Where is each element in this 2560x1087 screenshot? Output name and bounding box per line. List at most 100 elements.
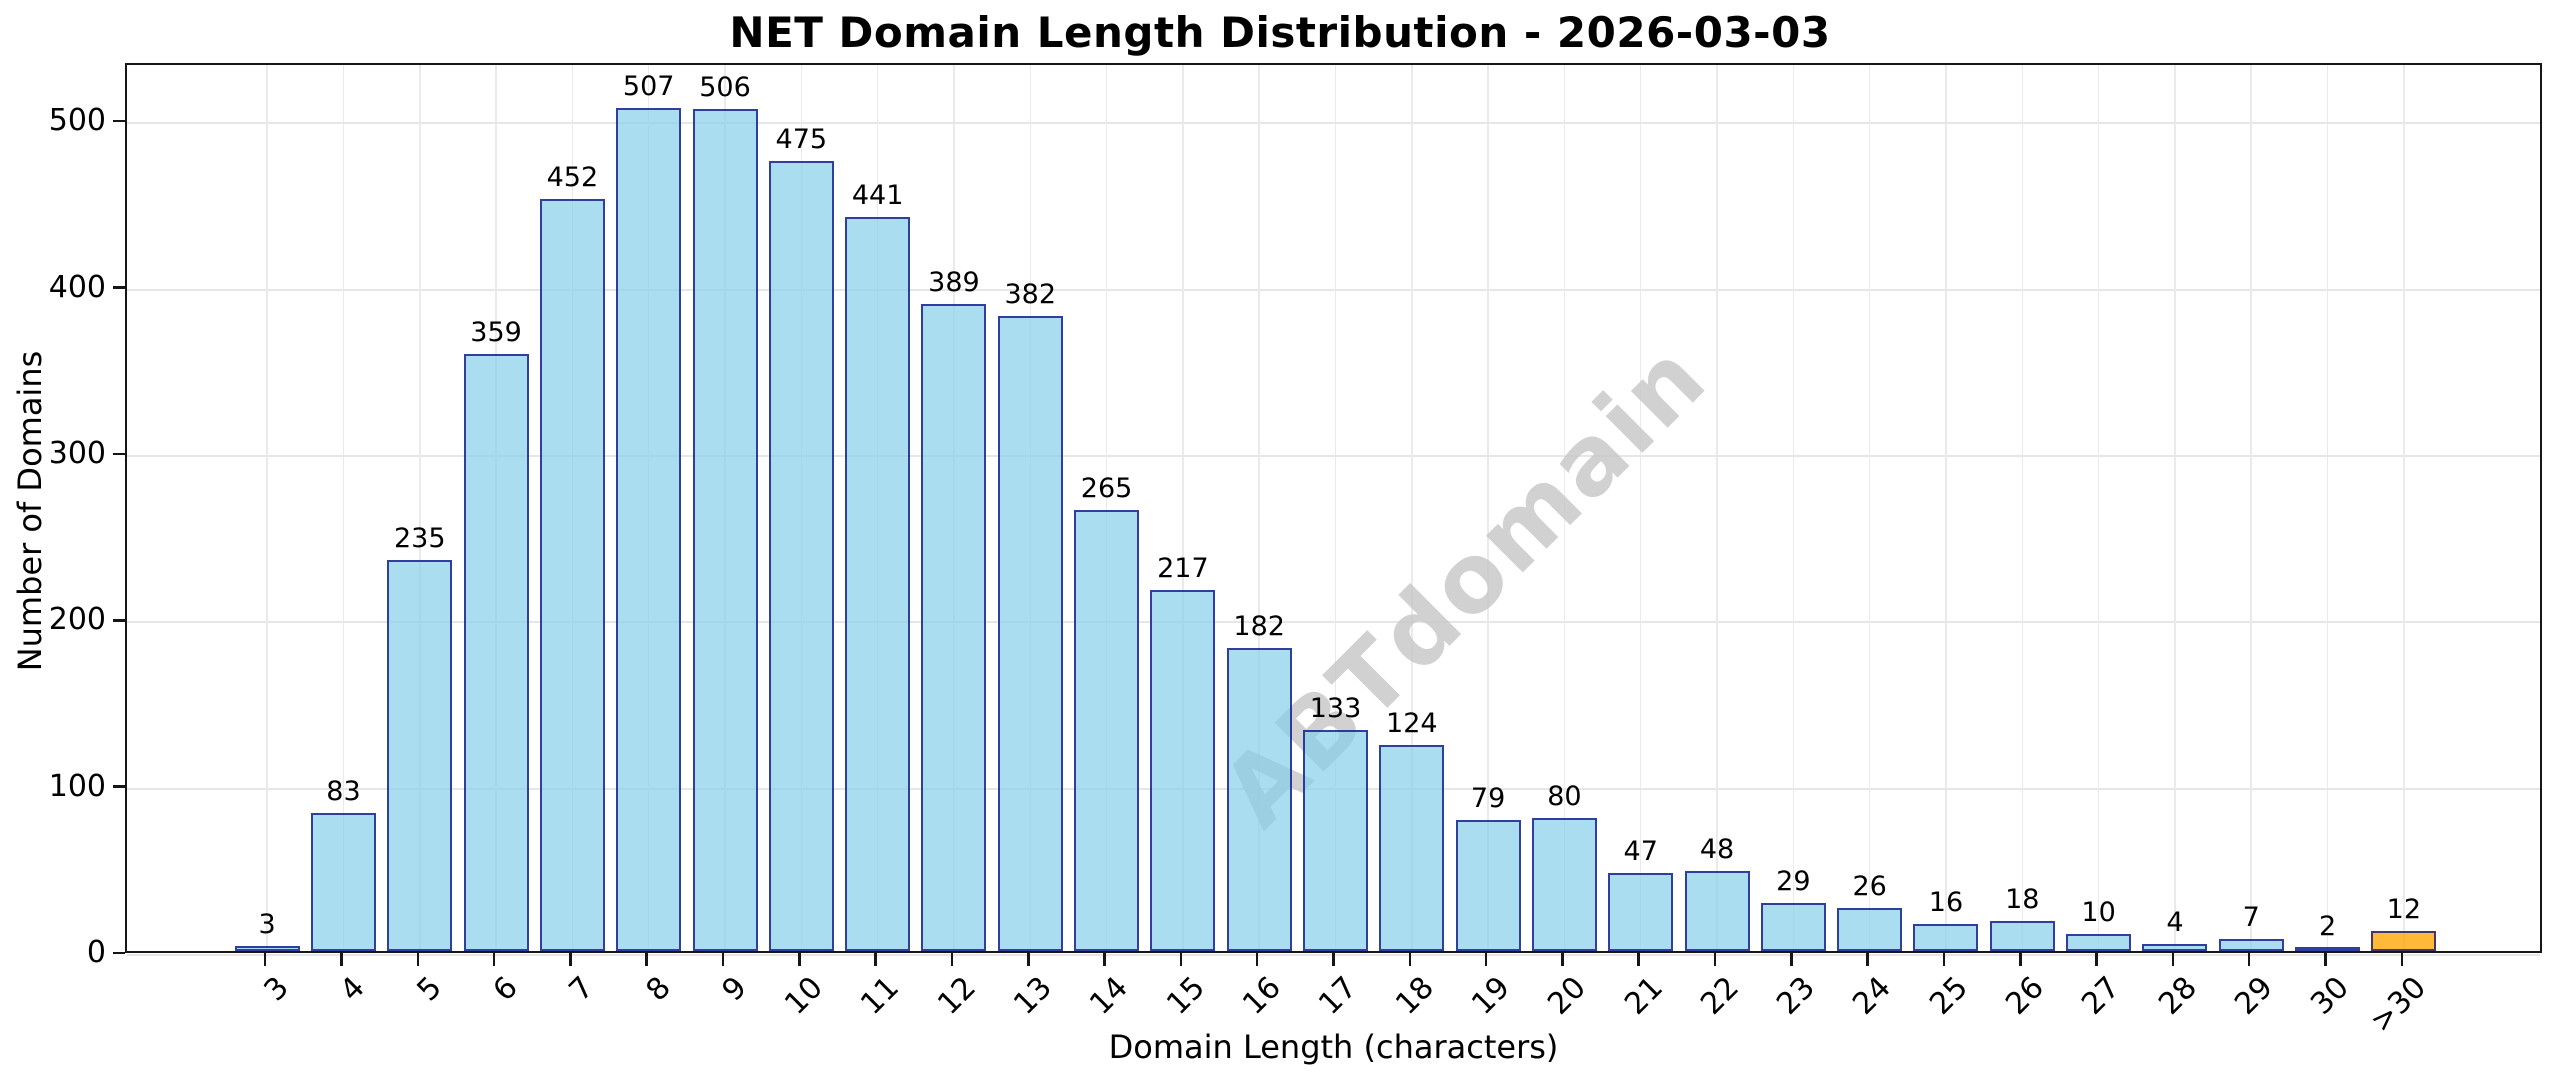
y-tick-label: 100 bbox=[48, 768, 106, 804]
bar-value-label: 16 bbox=[1928, 887, 1964, 919]
h-gridline bbox=[127, 122, 2540, 125]
x-tick-label: 17 bbox=[1312, 970, 1365, 1022]
x-tick-mark bbox=[1332, 953, 1335, 966]
x-tick-mark bbox=[2171, 953, 2175, 966]
bar-value-label: 83 bbox=[326, 775, 361, 807]
bar-value-label: 48 bbox=[1699, 834, 1735, 866]
v-gridline bbox=[2326, 65, 2329, 951]
bar-value-label: 506 bbox=[699, 72, 751, 104]
bar-value-label: 182 bbox=[1233, 611, 1285, 643]
bars-layer: 3 83 235 359 452 507 506 475 441 389 382 265 217 182 1… bbox=[127, 65, 2540, 951]
x-tick-mark bbox=[2095, 953, 2098, 966]
v-gridline bbox=[342, 65, 345, 951]
bar-value-label: 133 bbox=[1309, 692, 1362, 724]
bar bbox=[1455, 819, 1521, 951]
x-tick-mark bbox=[340, 953, 343, 966]
bar bbox=[2371, 931, 2437, 951]
v-gridline bbox=[1258, 65, 1260, 951]
x-tick-mark bbox=[569, 953, 572, 966]
v-gridline bbox=[1563, 65, 1566, 951]
bar-value-label: 235 bbox=[393, 523, 446, 555]
bar bbox=[1760, 902, 1826, 951]
x-tick-label: 14 bbox=[1083, 970, 1136, 1022]
y-tick-mark bbox=[113, 951, 125, 955]
bar bbox=[539, 199, 605, 951]
bar-value-label: 80 bbox=[1547, 780, 1582, 812]
x-tick-label: 3 bbox=[257, 970, 296, 1009]
bar-value-label: 124 bbox=[1386, 707, 1438, 739]
x-tick-mark bbox=[416, 953, 420, 966]
bar bbox=[2066, 934, 2132, 951]
bar-value-label: 265 bbox=[1080, 473, 1133, 505]
bar-value-label: 359 bbox=[470, 316, 522, 348]
x-tick-mark bbox=[1027, 953, 1030, 966]
x-tick-label: 8 bbox=[639, 970, 678, 1009]
bar bbox=[1608, 872, 1674, 951]
v-gridline bbox=[1716, 65, 1718, 951]
y-tick-label: 400 bbox=[48, 269, 106, 305]
v-gridline bbox=[1792, 65, 1795, 951]
bar-value-label: 26 bbox=[1852, 870, 1887, 902]
x-tick-mark bbox=[1484, 953, 1488, 966]
v-gridline bbox=[1105, 65, 1108, 951]
bar-value-label: 382 bbox=[1004, 278, 1057, 310]
x-tick-mark bbox=[1561, 953, 1564, 966]
bar-value-label: 389 bbox=[928, 266, 980, 298]
x-tick-label: 26 bbox=[1999, 970, 2052, 1022]
y-tick-mark bbox=[113, 119, 125, 123]
x-tick-label: 16 bbox=[1236, 970, 1288, 1022]
x-tick-label: 24 bbox=[1846, 970, 1899, 1022]
v-gridline bbox=[2250, 65, 2252, 951]
bar bbox=[2295, 947, 2361, 951]
bar-value-label: 12 bbox=[2386, 894, 2422, 926]
x-tick-mark bbox=[2019, 953, 2022, 966]
plot-area: ABTdomain 3 83 235 359 452 507 506 475 441 389 382… bbox=[125, 63, 2542, 956]
y-tick-label: 0 bbox=[86, 935, 106, 970]
bar-value-label: 441 bbox=[851, 180, 904, 212]
v-gridline bbox=[1945, 65, 1947, 951]
bar-value-label: 507 bbox=[622, 70, 675, 102]
x-tick-mark bbox=[263, 953, 267, 966]
bar-value-label: 2 bbox=[2318, 910, 2337, 942]
x-tick-label: 19 bbox=[1465, 970, 1517, 1022]
bar bbox=[616, 107, 682, 951]
bar-value-label: 475 bbox=[775, 123, 828, 155]
bar bbox=[1226, 648, 1292, 951]
h-gridline bbox=[127, 288, 2540, 291]
v-gridline bbox=[2403, 65, 2405, 951]
bar bbox=[234, 946, 300, 951]
bar bbox=[1684, 871, 1750, 951]
x-tick-label: 25 bbox=[1922, 970, 1975, 1022]
y-tick-mark bbox=[113, 452, 125, 456]
v-gridline bbox=[266, 65, 268, 951]
bar-value-label: 452 bbox=[546, 162, 599, 194]
v-gridline bbox=[2097, 65, 2100, 951]
x-tick-label: 28 bbox=[2151, 970, 2204, 1022]
x-tick-label: 5 bbox=[410, 970, 449, 1009]
x-tick-mark bbox=[1637, 953, 1640, 966]
y-tick-label: 300 bbox=[48, 435, 106, 471]
v-gridline bbox=[2174, 65, 2176, 951]
v-gridline bbox=[1487, 65, 1489, 951]
x-tick-label: 30 bbox=[2304, 970, 2357, 1022]
x-tick-label: 29 bbox=[2228, 970, 2280, 1022]
bar bbox=[463, 353, 529, 951]
x-tick-mark bbox=[2400, 953, 2404, 966]
x-tick-mark bbox=[1713, 953, 1717, 966]
x-tick-label: 21 bbox=[1617, 970, 1670, 1022]
bar bbox=[1150, 590, 1216, 951]
y-axis-title: Number of Domains bbox=[11, 350, 49, 672]
x-tick-label: 18 bbox=[1388, 970, 1441, 1022]
bar bbox=[1074, 510, 1140, 951]
bar bbox=[1989, 921, 2055, 951]
x-tick-mark bbox=[1255, 953, 1259, 966]
x-tick-label: 22 bbox=[1694, 970, 1746, 1022]
x-tick-mark bbox=[1790, 953, 1793, 966]
x-tick-mark bbox=[1866, 953, 1869, 966]
x-tick-mark bbox=[874, 953, 877, 966]
x-tick-label: 4 bbox=[333, 970, 373, 1009]
bar-value-label: 10 bbox=[2081, 897, 2116, 929]
bar-value-label: 3 bbox=[258, 909, 276, 941]
x-tick-label: 10 bbox=[778, 970, 831, 1022]
bar bbox=[997, 315, 1063, 951]
